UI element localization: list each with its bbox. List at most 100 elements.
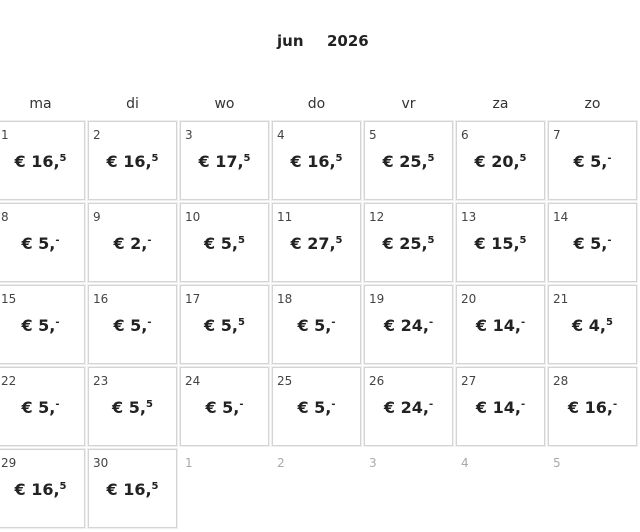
day-cell[interactable]: 23 € 5,5	[88, 367, 177, 446]
day-cell[interactable]: 22 € 5,-	[0, 367, 85, 446]
price-main: € 24,	[383, 398, 429, 417]
price: € 5,-	[0, 316, 84, 335]
price-main: € 5,	[204, 316, 238, 335]
day-cell: 5	[548, 449, 637, 528]
day-number: 1	[185, 456, 193, 470]
price-decimal: -	[147, 317, 152, 328]
price: € 2,-	[89, 234, 176, 253]
day-cell[interactable]: 3 € 17,5	[180, 121, 269, 200]
day-cell[interactable]: 29 € 16,5	[0, 449, 85, 528]
price: € 5,-	[0, 398, 84, 417]
day-number: 22	[1, 374, 17, 388]
day-number: 28	[553, 374, 569, 388]
price: € 15,5	[457, 234, 544, 253]
price-decimal: -	[55, 317, 60, 328]
price-decimal: -	[239, 399, 244, 410]
price-main: € 5,	[573, 234, 608, 253]
price-decimal: 5	[519, 153, 527, 164]
day-cell[interactable]: 4 € 16,5	[272, 121, 361, 200]
price-main: € 5,	[204, 234, 238, 253]
price-decimal: -	[428, 399, 434, 410]
price: € 5,5	[89, 398, 176, 417]
day-cell[interactable]: 21 € 4,5	[548, 285, 637, 364]
day-cell[interactable]: 10 € 5,5	[180, 203, 269, 282]
day-cell[interactable]: 2 € 16,5	[88, 121, 177, 200]
price-decimal: -	[520, 399, 526, 410]
day-cell[interactable]: 19 € 24,-	[364, 285, 453, 364]
price-main: € 5,	[21, 234, 56, 253]
day-number: 7	[553, 128, 561, 142]
day-cell[interactable]: 13 € 15,5	[456, 203, 545, 282]
price: € 17,5	[181, 152, 268, 171]
price: € 25,5	[365, 152, 452, 171]
day-cell: 1	[180, 449, 269, 528]
day-number: 20	[461, 292, 477, 306]
day-number: 3	[369, 456, 377, 470]
day-cell[interactable]: 25 € 5,-	[272, 367, 361, 446]
price: € 16,5	[89, 480, 176, 499]
day-cell[interactable]: 9 € 2,-	[88, 203, 177, 282]
weekday: ma	[29, 96, 52, 112]
price-decimal: -	[607, 153, 612, 164]
day-cell[interactable]: 12 € 25,5	[364, 203, 453, 282]
day-number: 12	[369, 210, 385, 224]
price: € 5,5	[181, 234, 268, 253]
day-cell[interactable]: 11 € 27,5	[272, 203, 361, 282]
price-decimal: -	[520, 317, 526, 328]
day-number: 24	[185, 374, 201, 388]
price: € 16,-	[549, 398, 636, 417]
weekday: vr	[401, 96, 416, 112]
month[interactable]: jun	[277, 32, 304, 50]
price: € 16,5	[273, 152, 360, 171]
weekday: wo	[214, 96, 235, 112]
day-cell[interactable]: 20 € 14,-	[456, 285, 545, 364]
price-main: € 5,	[21, 398, 56, 417]
weekday: zo	[584, 96, 601, 112]
day-number: 26	[369, 374, 385, 388]
price-decimal: -	[612, 399, 618, 410]
day-cell[interactable]: 30 € 16,5	[88, 449, 177, 528]
price: € 16,5	[0, 152, 84, 171]
price-decimal: -	[331, 317, 336, 328]
day-cell[interactable]: 15 € 5,-	[0, 285, 85, 364]
price-decimal: 5	[151, 481, 159, 492]
price-decimal: -	[607, 235, 612, 246]
day-cell[interactable]: 26 € 24,-	[364, 367, 453, 446]
day-cell[interactable]: 6 € 20,5	[456, 121, 545, 200]
day-cell[interactable]: 14 € 5,-	[548, 203, 637, 282]
price-main: € 24,	[383, 316, 429, 335]
day-cell[interactable]: 7 € 5,-	[548, 121, 637, 200]
price: € 27,5	[273, 234, 360, 253]
price-decimal: 5	[237, 235, 245, 246]
day-cell[interactable]: 27 € 14,-	[456, 367, 545, 446]
day-number: 29	[1, 456, 17, 470]
day-cell[interactable]: 5 € 25,5	[364, 121, 453, 200]
price-main: € 2,	[113, 234, 148, 253]
price: € 5,-	[181, 398, 268, 417]
day-number: 15	[1, 292, 17, 306]
day-number: 18	[277, 292, 293, 306]
day-cell: 2	[272, 449, 361, 528]
price-main: € 16,	[14, 480, 60, 499]
day-cell[interactable]: 17 € 5,5	[180, 285, 269, 364]
price: € 5,-	[549, 234, 636, 253]
day-number: 11	[277, 210, 293, 224]
day-cell[interactable]: 18 € 5,-	[272, 285, 361, 364]
day-cell[interactable]: 8 € 5,-	[0, 203, 85, 282]
price-main: € 5,	[113, 316, 148, 335]
day-cell[interactable]: 24 € 5,-	[180, 367, 269, 446]
price: € 14,-	[457, 316, 544, 335]
price: € 24,-	[365, 398, 452, 417]
price-main: € 20,	[474, 152, 520, 171]
price-main: € 15,	[474, 234, 520, 253]
day-cell[interactable]: 28 € 16,-	[548, 367, 637, 446]
price-main: € 5,	[573, 152, 608, 171]
day-cell[interactable]: 1 € 16,5	[0, 121, 85, 200]
day-number: 5	[553, 456, 561, 470]
day-cell[interactable]: 16 € 5,-	[88, 285, 177, 364]
year[interactable]: 2026	[327, 32, 369, 50]
price: € 16,5	[89, 152, 176, 171]
price-decimal: 5	[427, 235, 435, 246]
day-number: 3	[185, 128, 193, 142]
price: € 16,5	[0, 480, 84, 499]
